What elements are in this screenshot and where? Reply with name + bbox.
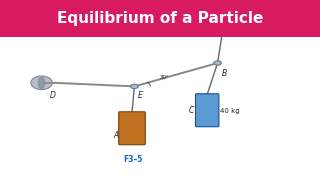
Text: A: A: [113, 130, 118, 140]
Ellipse shape: [31, 76, 52, 90]
Ellipse shape: [213, 24, 232, 28]
FancyBboxPatch shape: [119, 112, 145, 145]
Bar: [0, 0, 320, 37]
Ellipse shape: [38, 76, 45, 90]
Text: Equilibrium of a Particle: Equilibrium of a Particle: [57, 11, 263, 26]
FancyBboxPatch shape: [196, 94, 219, 127]
Circle shape: [131, 84, 138, 89]
Text: F3–5: F3–5: [123, 155, 142, 164]
Text: E: E: [138, 91, 142, 100]
Circle shape: [219, 30, 226, 35]
Text: 30°: 30°: [160, 75, 170, 80]
Circle shape: [214, 61, 221, 65]
Bar: [220, 26, 225, 32]
Text: C: C: [188, 106, 194, 115]
Text: B: B: [221, 69, 227, 78]
Text: D: D: [50, 91, 55, 100]
Text: 40 kg: 40 kg: [220, 108, 240, 114]
